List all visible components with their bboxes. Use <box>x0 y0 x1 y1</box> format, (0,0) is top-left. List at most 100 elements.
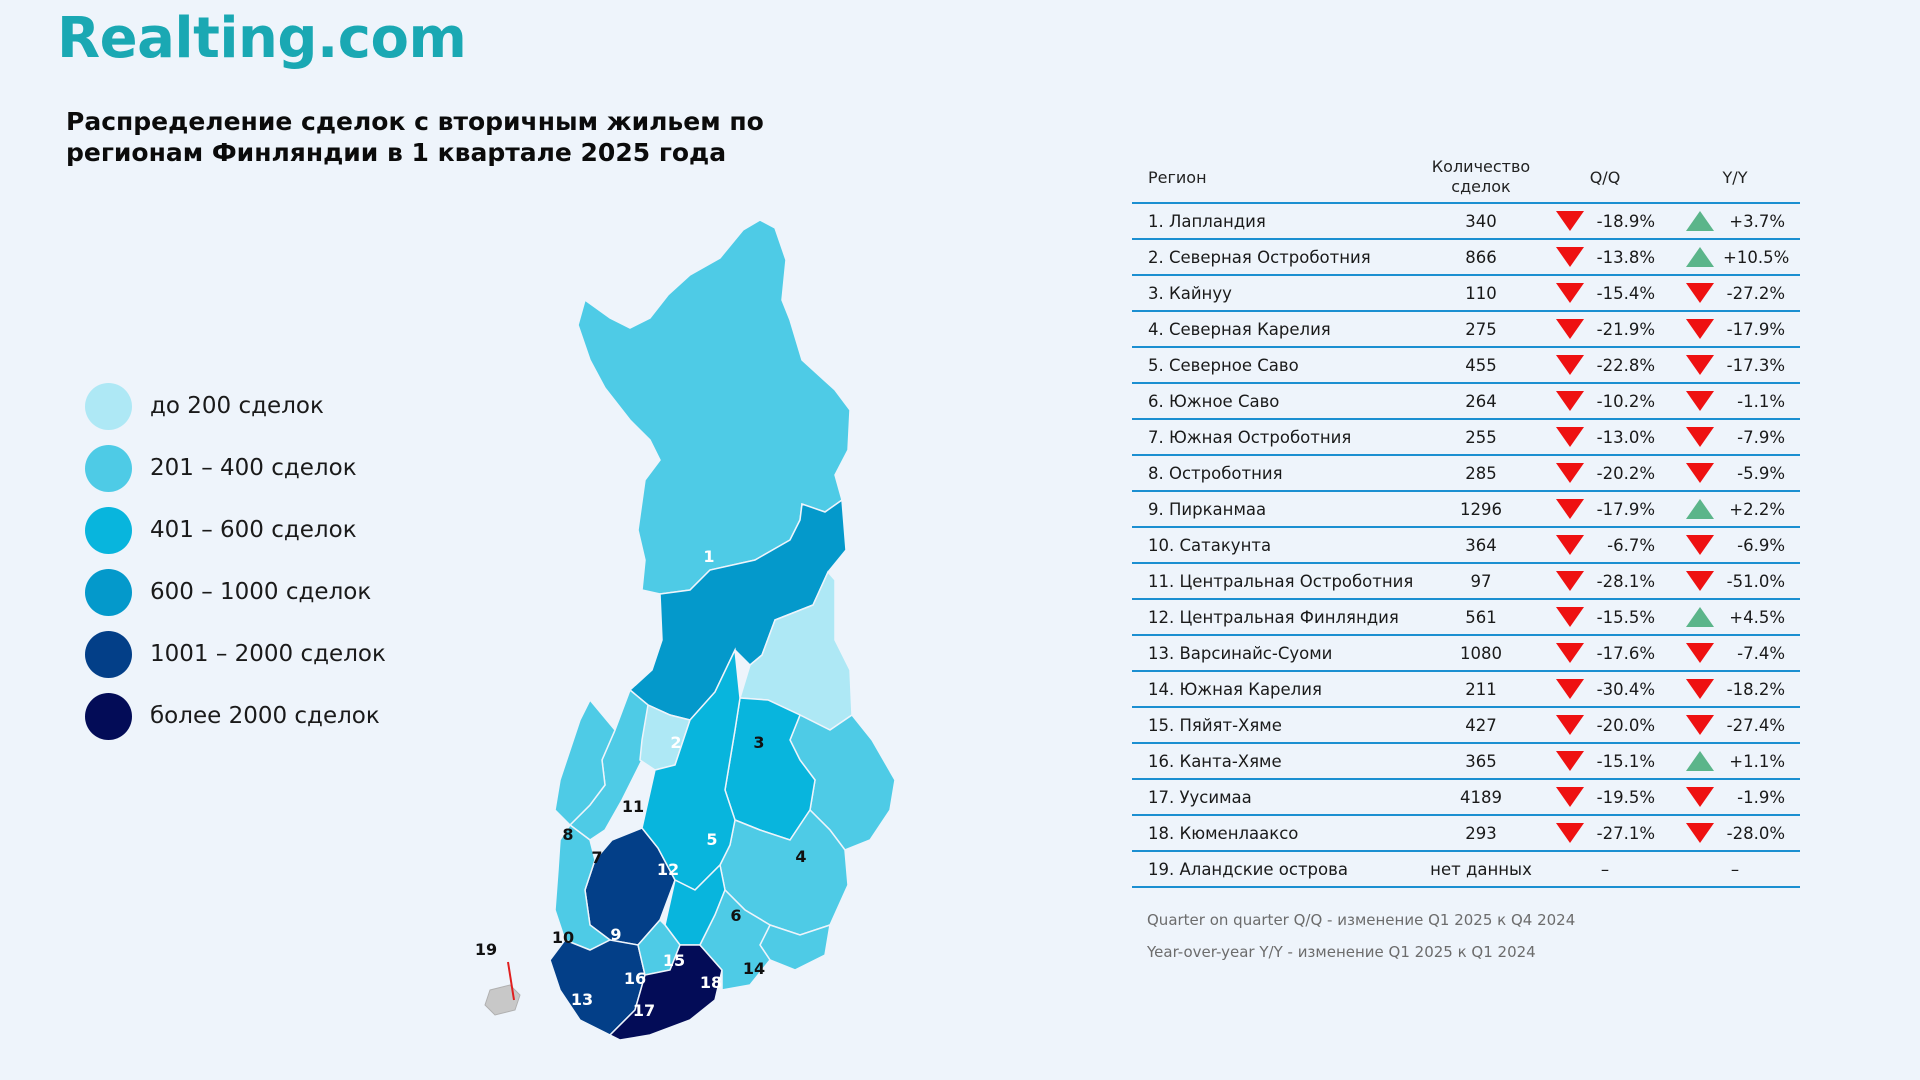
cell-yy-value: -17.3% <box>1726 355 1785 375</box>
cell-qq: -17.6% <box>1540 642 1670 664</box>
triangle-down-icon <box>1686 283 1714 303</box>
cell-qq-value: -15.4% <box>1596 283 1655 303</box>
triangle-down-icon <box>1686 391 1714 411</box>
cell-count: 110 <box>1465 283 1497 303</box>
map-label-13: 13 <box>571 990 593 1009</box>
triangle-down-icon <box>1556 679 1584 699</box>
table-row: 4. Северная Карелия 275 -21.9% -17.9% <box>1132 312 1800 348</box>
cell-qq: -22.8% <box>1540 354 1670 376</box>
cell-yy: +1.1% <box>1670 750 1800 772</box>
triangle-down-icon <box>1686 571 1714 591</box>
cell-region: 10. Сатакунта <box>1148 535 1272 555</box>
cell-yy-value: -27.4% <box>1726 715 1785 735</box>
cell-qq-value: -18.9% <box>1596 211 1655 231</box>
cell-region: 16. Канта-Хяме <box>1148 751 1282 771</box>
cell-qq-value: -20.2% <box>1596 463 1655 483</box>
map-label-5: 5 <box>706 830 717 849</box>
triangle-down-icon <box>1556 571 1584 591</box>
header-count: Количество сделок <box>1431 157 1531 196</box>
region-17-uusimaa <box>608 944 723 1041</box>
triangle-down-icon <box>1686 787 1714 807</box>
map-label-12: 12 <box>657 860 679 879</box>
map-label-11: 11 <box>622 797 644 816</box>
cell-count: 561 <box>1465 607 1497 627</box>
cell-count: 427 <box>1465 715 1497 735</box>
cell-qq: -30.4% <box>1540 678 1670 700</box>
cell-yy: -1.1% <box>1670 390 1800 412</box>
cell-yy: +3.7% <box>1670 210 1800 232</box>
legend-swatch <box>85 382 132 430</box>
cell-count: 365 <box>1465 751 1497 771</box>
cell-qq-value: -6.7% <box>1607 535 1655 555</box>
table-row: 3. Кайнуу 110 -15.4% -27.2% <box>1132 276 1800 312</box>
table-row: 7. Южная Остроботния 255 -13.0% -7.9% <box>1132 420 1800 456</box>
cell-yy-value: -27.2% <box>1726 283 1785 303</box>
page-title: Распределение сделок с вторичным жильем … <box>66 107 764 167</box>
cell-qq-value: -15.5% <box>1596 607 1655 627</box>
cell-yy: -1.9% <box>1670 786 1800 808</box>
cell-count: 866 <box>1465 247 1497 267</box>
triangle-down-icon <box>1556 715 1584 735</box>
legend-label: 401 – 600 сделок <box>150 517 357 543</box>
cell-qq: -15.5% <box>1540 606 1670 628</box>
cell-count: 4189 <box>1460 787 1502 807</box>
cell-yy: +10.5% <box>1670 246 1800 268</box>
legend-label: более 2000 сделок <box>150 703 380 729</box>
table-body: 1. Лапландия 340 -18.9% +3.7% 2. Северная Ос… <box>1132 204 1800 888</box>
legend-label: 600 – 1000 сделок <box>150 579 372 605</box>
map-label-1: 1 <box>703 547 714 566</box>
aland-pointer <box>507 961 515 1001</box>
cell-yy: -7.4% <box>1670 642 1800 664</box>
triangle-down-icon <box>1686 823 1714 843</box>
table-header: Регион Количество сделок Q/Q Y/Y <box>1132 152 1800 204</box>
cell-yy-value: +4.5% <box>1729 607 1785 627</box>
cell-yy-value: -6.9% <box>1737 535 1785 555</box>
finland-map: 1 2 3 4 5 6 7 8 9 10 11 12 13 14 15 16 17 18 19 <box>470 200 970 1050</box>
cell-yy: -17.9% <box>1670 318 1800 340</box>
cell-count: 264 <box>1465 391 1497 411</box>
map-label-18: 18 <box>700 973 722 992</box>
cell-region: 7. Южная Остроботния <box>1148 427 1352 447</box>
map-label-9: 9 <box>610 925 621 944</box>
cell-yy-value: +10.5% <box>1723 247 1790 267</box>
map-label-7: 7 <box>591 848 602 867</box>
triangle-down-icon <box>1556 823 1584 843</box>
map-label-16: 16 <box>624 969 646 988</box>
triangle-down-icon <box>1686 679 1714 699</box>
cell-qq: -21.9% <box>1540 318 1670 340</box>
region-12-central-finland <box>641 647 741 891</box>
cell-region: 1. Лапландия <box>1148 211 1266 231</box>
cell-region: 19. Аландские острова <box>1148 859 1348 879</box>
cell-qq: -27.1% <box>1540 822 1670 844</box>
table-row: 10. Сатакунта 364 -6.7% -6.9% <box>1132 528 1800 564</box>
cell-region: 15. Пяйят-Хяме <box>1148 715 1282 735</box>
table-notes: Quarter on quarter Q/Q - изменение Q1 20… <box>1147 904 1575 968</box>
table-row: 8. Остроботния 285 -20.2% -5.9% <box>1132 456 1800 492</box>
cell-count: 364 <box>1465 535 1497 555</box>
triangle-down-icon <box>1686 463 1714 483</box>
cell-yy: -28.0% <box>1670 822 1800 844</box>
cell-qq: -10.2% <box>1540 390 1670 412</box>
triangle-down-icon <box>1686 715 1714 735</box>
cell-qq-value: -22.8% <box>1596 355 1655 375</box>
map-label-8: 8 <box>562 825 573 844</box>
legend-swatch <box>85 444 132 492</box>
cell-qq-value: -30.4% <box>1596 679 1655 699</box>
map-label-6: 6 <box>730 906 741 925</box>
cell-count: 211 <box>1465 679 1497 699</box>
triangle-down-icon <box>1556 535 1584 555</box>
table-row: 9. Пирканмаа 1296 -17.9% +2.2% <box>1132 492 1800 528</box>
cell-yy-value: -17.9% <box>1726 319 1785 339</box>
table-row: 15. Пяйят-Хяме 427 -20.0% -27.4% <box>1132 708 1800 744</box>
triangle-down-icon <box>1556 463 1584 483</box>
triangle-down-icon <box>1556 211 1584 231</box>
cell-yy: -51.0% <box>1670 570 1800 592</box>
triangle-down-icon <box>1556 787 1584 807</box>
cell-qq: -6.7% <box>1540 534 1670 556</box>
cell-yy: +2.2% <box>1670 498 1800 520</box>
cell-qq: -15.4% <box>1540 282 1670 304</box>
cell-count: 275 <box>1465 319 1497 339</box>
map-label-4: 4 <box>795 847 806 866</box>
table-row: 5. Северное Саво 455 -22.8% -17.3% <box>1132 348 1800 384</box>
